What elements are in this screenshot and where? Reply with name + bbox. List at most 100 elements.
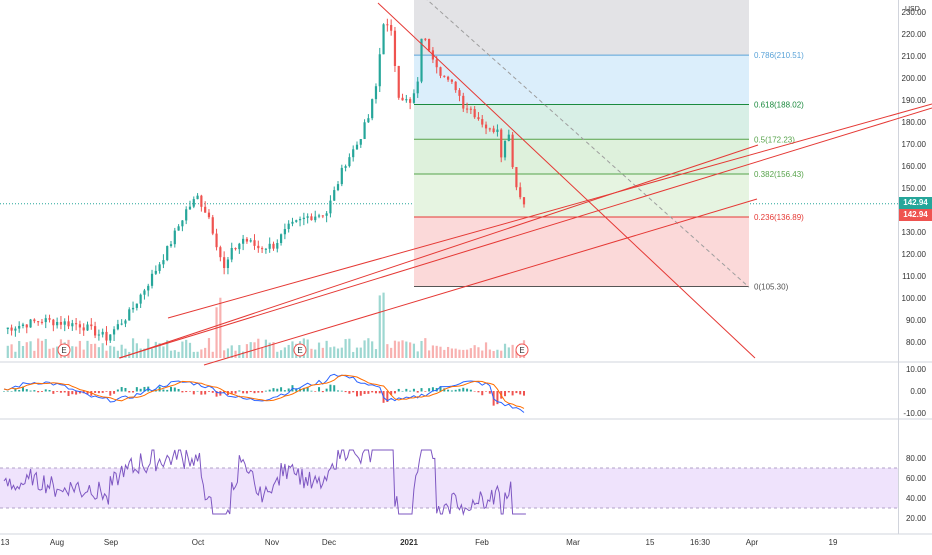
volume-bar (150, 348, 154, 358)
candle (496, 129, 499, 132)
macd-histogram-bar (340, 390, 343, 392)
volume-bar (321, 347, 324, 358)
candle (348, 157, 351, 167)
candle (382, 24, 385, 55)
volume-bar (25, 342, 28, 358)
volume-bar (52, 347, 55, 358)
macd-histogram-bar (264, 390, 267, 392)
macd-histogram-bar (192, 391, 195, 395)
volume-bar (249, 342, 252, 358)
candle (462, 95, 465, 109)
volume-bar (185, 339, 188, 358)
macd-histogram-bar (97, 391, 100, 394)
volume-bar (261, 347, 264, 358)
candle (10, 327, 13, 331)
macd-histogram-bar (473, 391, 476, 392)
macd-histogram-bar (344, 391, 347, 393)
time-axis-label: 15 (646, 538, 655, 547)
time-axis-label: Aug (50, 538, 64, 547)
volume-bar (242, 351, 245, 358)
candle (14, 328, 17, 331)
fib-band-top (414, 0, 749, 56)
earnings-marker-label: E (297, 346, 302, 355)
volume-bar (48, 348, 51, 358)
macd-histogram-bar (56, 391, 59, 392)
currency-label: USD (905, 6, 920, 13)
fibonacci-retracement[interactable]: 0.786(210.51) 0.618(188.02) 0.5(172.23) 0.3… (414, 0, 804, 292)
candle (162, 260, 165, 265)
macd-histogram-bar (359, 391, 362, 396)
macd-histogram-bar (515, 391, 518, 394)
macd-histogram-bar (10, 391, 13, 392)
candle (25, 324, 28, 328)
volume-bar (465, 349, 469, 358)
fib-level-label: 0.236(136.89) (754, 213, 804, 222)
fib-level-label: 0.382(156.43) (754, 170, 804, 179)
candle (374, 86, 378, 100)
candle (283, 229, 286, 235)
candle (52, 319, 55, 326)
volume-bar (340, 347, 343, 358)
price-axis-tick: 200.00 (902, 74, 927, 83)
macd-histogram-bar (71, 391, 74, 395)
fib-level-label: 0.786(210.51) (754, 51, 804, 60)
candle (124, 320, 127, 324)
volume-bar (336, 348, 340, 358)
volume-bar (120, 344, 123, 358)
volume-bar (109, 345, 112, 358)
macd-histogram-bar (196, 390, 199, 392)
candle (310, 216, 313, 221)
trendlines[interactable] (118, 2, 932, 366)
candle (82, 327, 85, 331)
volume-bar (397, 341, 400, 358)
candle (257, 245, 260, 249)
rsi-band (0, 468, 898, 508)
fib-level-label: 0.5(172.23) (754, 135, 795, 144)
macd-histogram-bar (120, 387, 123, 392)
candle (264, 248, 267, 250)
volume-bar (386, 344, 389, 358)
candle (352, 149, 355, 158)
macd-histogram-bar (416, 391, 419, 393)
volume-bar (325, 340, 328, 358)
candle (393, 30, 397, 66)
candle (519, 187, 522, 198)
candle (78, 324, 82, 328)
macd-histogram-bar (393, 391, 396, 394)
fib-band (414, 55, 749, 105)
candle (359, 139, 362, 145)
macd-histogram-bar (424, 391, 427, 392)
candle (268, 243, 271, 249)
macd-histogram-bar (462, 387, 465, 392)
fib-trend-line (426, 0, 750, 288)
macd-histogram-bar (249, 391, 252, 393)
macd-histogram-bar (280, 387, 283, 392)
volume-bar (18, 340, 21, 358)
macd-histogram-bar (363, 391, 366, 395)
macd-histogram-bar (33, 390, 36, 392)
candle (169, 244, 173, 247)
macd-histogram-bar (242, 391, 245, 394)
macd-histogram-bar (310, 390, 313, 392)
time-axis-label: Nov (265, 538, 279, 547)
macd-histogram-bar (420, 388, 423, 392)
volume-bar (458, 349, 461, 358)
macd-histogram-bar (454, 389, 457, 392)
macd-histogram-bar (283, 390, 286, 392)
candle (386, 24, 389, 26)
candle (188, 206, 192, 210)
macd-histogram-bar (162, 389, 165, 392)
volume-bars (6, 292, 526, 358)
volume-bar (97, 347, 100, 358)
candle (200, 195, 203, 207)
earnings-marker-label: E (519, 346, 524, 355)
candle (177, 226, 180, 231)
candle (428, 38, 431, 51)
volume-bar (90, 343, 93, 358)
candle (18, 325, 21, 329)
volume-bar (131, 338, 135, 358)
candle (242, 238, 245, 244)
